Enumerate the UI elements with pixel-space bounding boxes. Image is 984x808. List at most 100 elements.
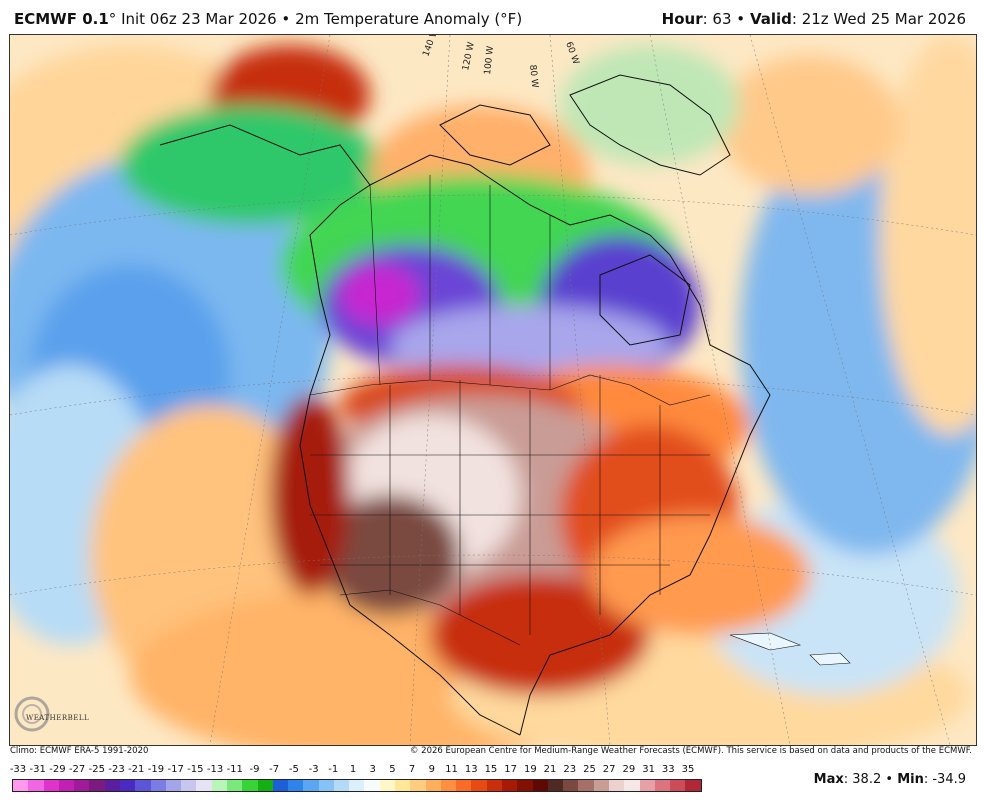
scale-swatch (578, 780, 594, 791)
parallels (10, 194, 976, 596)
scale-swatch (563, 780, 579, 791)
scale-swatch (364, 780, 380, 791)
scale-label: -3 (308, 764, 319, 775)
color-scale: -33 -31 -29 -27 -25 -23 -21 -19 -17 -15 -13 -11 -9 -7… (9, 764, 702, 800)
logo-swirl-icon (14, 696, 50, 732)
scale-swatch (456, 780, 472, 791)
scale-swatch (349, 780, 365, 791)
scale-swatch (379, 780, 396, 791)
scale-swatch (89, 780, 105, 791)
scale-swatch (517, 780, 533, 791)
scale-swatch (624, 780, 640, 791)
lon-label-80w: 80 W (527, 64, 539, 88)
scale-swatch (318, 780, 334, 791)
hour-label: Hour (661, 10, 703, 28)
scale-label: 15 (484, 764, 498, 775)
scale-swatch (135, 780, 151, 791)
cuba-outline (729, 632, 802, 651)
scale-label: 17 (504, 764, 518, 775)
degree-symbol: ° (108, 10, 117, 28)
scale-label: 33 (661, 764, 675, 775)
min-value: : -34.9 (923, 772, 966, 787)
scale-label: -17 (167, 764, 184, 775)
scale-label: -9 (249, 764, 260, 775)
province-lines (369, 175, 551, 390)
scale-swatch (43, 780, 59, 791)
greenland-outline (569, 74, 731, 176)
scale-label: 31 (642, 764, 655, 775)
scale-label: 35 (681, 764, 695, 775)
scale-label: 21 (543, 764, 557, 775)
scale-label: 3 (369, 764, 376, 775)
scale-swatch (654, 780, 671, 791)
scale-swatch (288, 780, 304, 791)
scale-swatch (226, 780, 243, 791)
scale-swatch (608, 780, 625, 791)
scale-swatch (28, 780, 44, 791)
model-name: ECMWF 0.1 (14, 10, 109, 28)
max-min-stats: Max: 38.2 • Min: -34.9 (814, 772, 966, 787)
borders (309, 175, 711, 646)
scale-swatch (257, 780, 273, 791)
field-name: 2m Temperature Anomaly (°F) (295, 10, 523, 28)
max-value: : 38.2 (843, 772, 882, 787)
min-label: Min (897, 772, 924, 787)
scale-label: 29 (622, 764, 636, 775)
scale-swatch (181, 780, 197, 791)
scale-swatch (74, 780, 90, 791)
scale-swatch (150, 780, 166, 791)
stats-separator: • (885, 772, 894, 787)
max-label: Max (813, 772, 844, 787)
scale-swatch (532, 780, 548, 791)
scale-swatch (165, 780, 182, 791)
scale-swatch (104, 780, 120, 791)
scale-label: -23 (108, 764, 125, 775)
scale-swatch (670, 780, 686, 791)
caribbean-islands (729, 632, 851, 666)
arctic-island (439, 104, 551, 166)
scale-label: -1 (328, 764, 339, 775)
scale-swatch (272, 780, 289, 791)
scale-swatch (502, 780, 518, 791)
scale-swatch (410, 780, 426, 791)
scale-swatch (593, 780, 609, 791)
scale-swatch (119, 780, 136, 791)
lon-label-100w: 100 W (483, 45, 496, 75)
hispaniola-outline (809, 652, 851, 666)
scale-label: -5 (288, 764, 299, 775)
scale-label: 19 (523, 764, 537, 775)
climo-note: Climo: ECMWF ERA-5 1991-2020 (10, 746, 149, 756)
scale-swatch (13, 780, 29, 791)
scale-swatch (242, 780, 258, 791)
map-canvas: 140 W 120 W 100 W 80 W 60 W (10, 35, 976, 745)
coastlines (159, 74, 771, 736)
scale-swatch (486, 780, 502, 791)
graticule (10, 35, 976, 745)
scale-label: -27 (68, 764, 86, 775)
scale-label: -13 (206, 764, 224, 775)
scale-label: 27 (602, 764, 616, 775)
scale-swatch (685, 780, 701, 791)
scale-label: -19 (147, 764, 165, 775)
header: ECMWF 0.1° Init 06z 23 Mar 2026 • 2m Tem… (0, 0, 984, 34)
scale-label: 1 (349, 764, 357, 775)
state-lines-horizontal (310, 454, 710, 566)
scale-swatch (639, 780, 655, 791)
weatherbell-logo: WEATHERBELL (12, 692, 102, 736)
scale-bar (12, 779, 702, 792)
valid-value: : 21z Wed 25 Mar 2026 (791, 10, 966, 28)
scale-swatch (547, 780, 564, 791)
scale-label: -29 (49, 764, 66, 775)
logo-text: WEATHERBELL (26, 714, 90, 722)
scale-label: -33 (9, 764, 27, 775)
state-lines (389, 375, 661, 635)
atlantic-coast (369, 154, 771, 736)
scale-label: -21 (128, 764, 145, 775)
scale-label: -7 (269, 764, 280, 775)
scale-swatch (440, 780, 457, 791)
anomaly-map: 140 W 120 W 100 W 80 W 60 W (9, 34, 977, 746)
scale-label: -15 (187, 764, 204, 775)
scale-label: 25 (583, 764, 596, 775)
scale-swatch (303, 780, 319, 791)
scale-swatch (471, 780, 487, 791)
